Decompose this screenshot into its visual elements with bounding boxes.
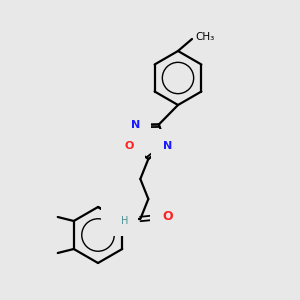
Text: N: N	[112, 208, 122, 220]
Text: N: N	[163, 141, 172, 151]
Text: N: N	[131, 120, 140, 130]
Text: O: O	[124, 141, 134, 151]
Text: CH₃: CH₃	[195, 32, 214, 42]
Text: H: H	[121, 216, 128, 226]
Text: O: O	[162, 211, 172, 224]
